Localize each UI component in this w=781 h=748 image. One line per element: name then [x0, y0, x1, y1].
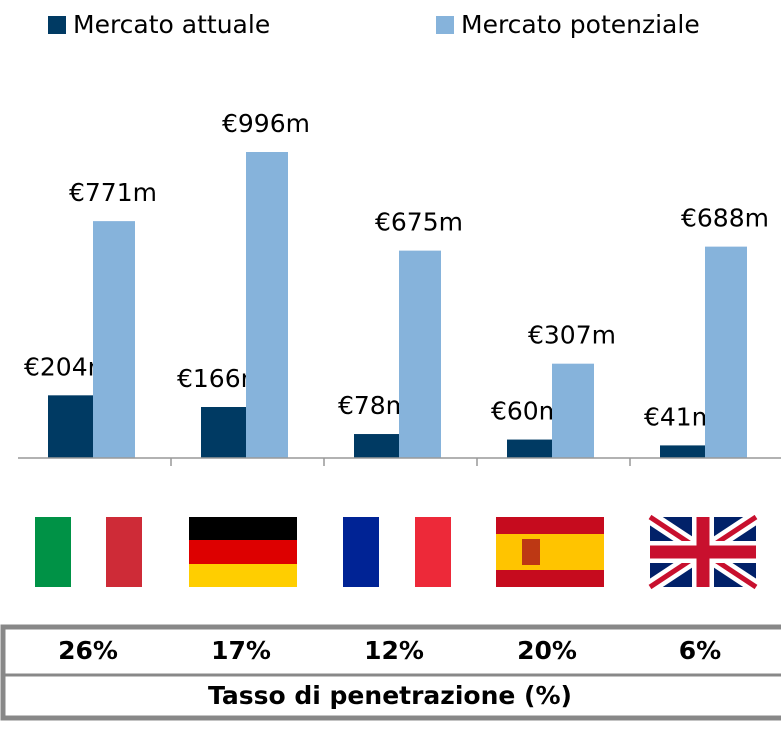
flag-spain — [496, 517, 604, 587]
table-cell: 17% — [211, 636, 271, 665]
flag-uk — [646, 511, 760, 593]
table-cell: 12% — [364, 636, 424, 665]
legend-swatch — [48, 16, 66, 34]
bar — [552, 363, 594, 458]
value-label: €688m — [681, 204, 769, 233]
bar — [705, 246, 747, 458]
value-label: €307m — [528, 321, 616, 350]
value-label: €41m — [644, 402, 716, 431]
table-cell: 20% — [517, 636, 577, 665]
bar — [48, 395, 93, 458]
bar — [399, 250, 441, 458]
table-title: Tasso di penetrazione (%) — [208, 681, 572, 710]
flag-germany — [189, 517, 297, 587]
bar — [246, 152, 288, 458]
table-frame — [0, 624, 781, 721]
legend-swatch — [436, 16, 454, 34]
value-label: €60m — [491, 397, 563, 426]
value-label: €78m — [338, 391, 410, 420]
bar — [507, 439, 552, 458]
table-cell: 6% — [679, 636, 721, 665]
value-label: €675m — [375, 208, 463, 237]
value-label: €996m — [222, 109, 310, 138]
legend-label: Mercato potenziale — [461, 10, 700, 39]
legend-label: Mercato attuale — [73, 10, 270, 39]
value-label: €771m — [69, 178, 157, 207]
bar — [201, 407, 246, 458]
bar — [354, 434, 399, 458]
bar — [93, 221, 135, 458]
bar — [660, 445, 705, 458]
flag-italy — [35, 517, 142, 587]
flag-france — [343, 517, 451, 587]
table-cell: 26% — [58, 636, 118, 665]
